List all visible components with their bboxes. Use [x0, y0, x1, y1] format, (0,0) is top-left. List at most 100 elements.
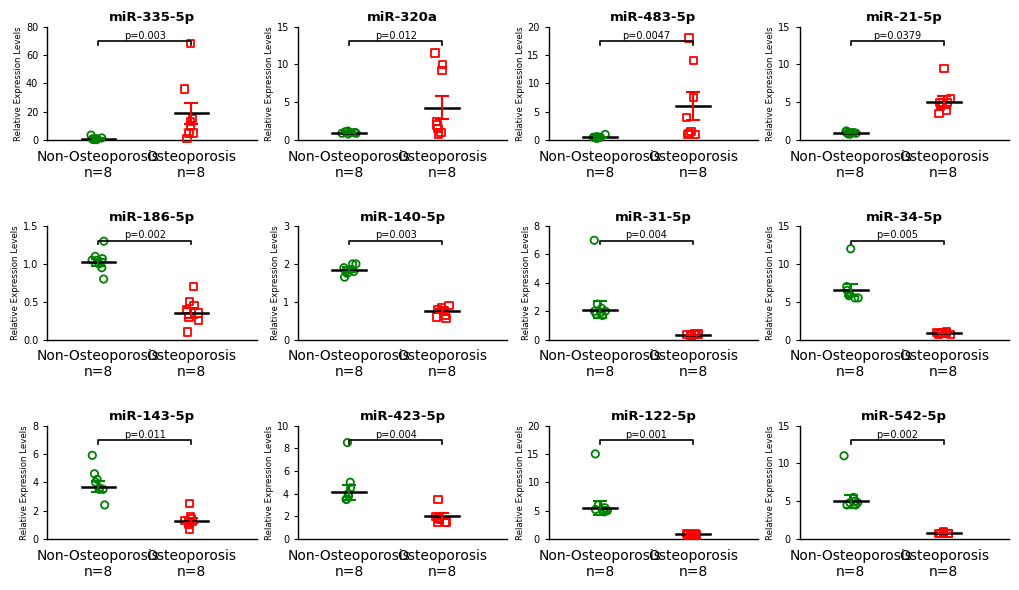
Point: [190, 309, 206, 318]
Point: [940, 529, 956, 539]
Point: [430, 514, 446, 523]
Point: [841, 290, 857, 299]
Point: [432, 128, 448, 137]
Point: [89, 134, 105, 143]
Point: [95, 484, 111, 494]
Point: [597, 506, 613, 515]
Point: [849, 498, 865, 507]
Point: [437, 314, 453, 323]
Point: [596, 306, 612, 316]
Point: [683, 530, 699, 539]
Y-axis label: Relative Expression Levels: Relative Expression Levels: [516, 425, 524, 540]
Point: [592, 133, 608, 142]
Point: [846, 496, 862, 506]
Point: [180, 128, 197, 137]
Title: miR-122-5p: miR-122-5p: [610, 410, 696, 423]
Point: [842, 244, 858, 254]
Point: [841, 290, 857, 299]
Y-axis label: Relative Expression Levels: Relative Expression Levels: [765, 225, 774, 340]
Point: [429, 304, 445, 314]
Y-axis label: Relative Expression Levels: Relative Expression Levels: [265, 425, 274, 540]
Point: [178, 134, 195, 143]
Text: p=0.0379: p=0.0379: [872, 31, 920, 41]
Point: [428, 312, 444, 322]
Title: miR-34-5p: miR-34-5p: [865, 211, 942, 224]
Point: [185, 301, 202, 310]
Text: p=0.001: p=0.001: [625, 430, 666, 440]
Point: [181, 297, 198, 306]
Text: p=0.005: p=0.005: [875, 230, 917, 240]
Point: [682, 127, 698, 136]
Point: [685, 56, 701, 65]
Point: [685, 530, 701, 539]
Point: [686, 329, 702, 339]
Point: [932, 329, 949, 338]
Point: [191, 316, 207, 325]
Point: [84, 451, 100, 460]
Title: miR-31-5p: miR-31-5p: [614, 211, 691, 224]
Point: [593, 304, 609, 313]
Point: [338, 494, 355, 504]
Point: [838, 500, 854, 510]
Point: [183, 114, 200, 123]
Point: [85, 135, 101, 144]
Point: [179, 327, 196, 337]
Title: miR-140-5p: miR-140-5p: [360, 211, 445, 224]
Point: [347, 259, 364, 268]
Point: [339, 129, 356, 139]
Point: [688, 530, 704, 540]
Point: [435, 306, 451, 316]
Point: [335, 263, 352, 273]
Point: [429, 494, 445, 504]
Y-axis label: Relative Expression Levels: Relative Expression Levels: [20, 425, 30, 540]
Point: [87, 469, 103, 478]
Point: [938, 97, 955, 107]
Point: [182, 121, 199, 130]
Point: [340, 489, 357, 499]
Text: p=0.003: p=0.003: [374, 230, 416, 240]
Point: [845, 493, 861, 502]
Point: [679, 330, 695, 339]
Point: [588, 132, 604, 142]
Point: [588, 134, 604, 143]
Text: p=0.002: p=0.002: [124, 230, 166, 240]
Y-axis label: Relative Expression Levels: Relative Expression Levels: [516, 26, 524, 140]
Point: [838, 282, 854, 291]
Point: [587, 505, 603, 514]
Point: [434, 60, 450, 69]
Point: [342, 483, 359, 493]
Point: [836, 451, 852, 461]
Point: [429, 514, 445, 523]
Point: [588, 133, 604, 143]
Point: [337, 267, 354, 276]
Point: [90, 255, 106, 265]
Y-axis label: Relative Expression Levels: Relative Expression Levels: [765, 425, 774, 540]
Point: [598, 506, 614, 515]
Point: [181, 499, 198, 508]
Point: [184, 516, 201, 526]
Point: [342, 265, 359, 274]
Point: [687, 529, 703, 539]
Point: [430, 129, 446, 139]
Point: [687, 130, 703, 139]
Title: miR-320a: miR-320a: [367, 11, 438, 24]
Point: [934, 528, 951, 537]
Point: [942, 94, 958, 103]
Point: [88, 477, 104, 487]
Point: [96, 237, 112, 246]
Point: [683, 330, 699, 340]
Point: [938, 529, 955, 539]
Text: p=0.0047: p=0.0047: [622, 31, 669, 41]
Title: miR-542-5p: miR-542-5p: [860, 410, 947, 423]
Point: [842, 129, 858, 139]
Point: [686, 530, 702, 540]
Point: [181, 525, 198, 534]
Point: [435, 306, 451, 316]
Point: [183, 514, 200, 524]
Point: [587, 133, 603, 142]
Point: [91, 484, 107, 494]
Point: [596, 130, 612, 139]
Point: [344, 259, 361, 268]
Point: [428, 116, 444, 126]
Point: [942, 329, 958, 339]
